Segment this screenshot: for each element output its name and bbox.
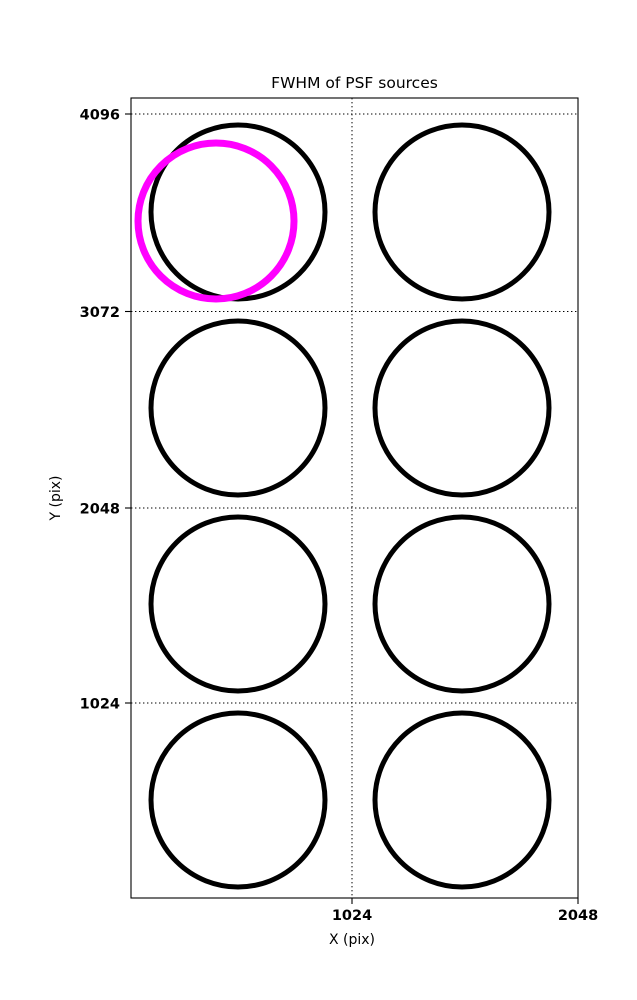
axes-frame bbox=[130, 97, 579, 899]
psf-circle-r4-c2 bbox=[372, 710, 552, 890]
ytick-label-4096: 4096 bbox=[80, 108, 120, 124]
xtick-label-1024: 1024 bbox=[332, 908, 372, 924]
reference-circle-group bbox=[134, 139, 298, 303]
psf-circle-r3-c2 bbox=[372, 514, 552, 694]
y-gridlines bbox=[131, 113, 578, 704]
psf-circle-r2-c2 bbox=[372, 318, 552, 498]
ytick-label-2048: 2048 bbox=[80, 502, 120, 518]
y-axis-label: Y (pix) bbox=[48, 476, 64, 522]
x-tickmarks bbox=[351, 898, 579, 904]
psf-circle-r3-c1 bbox=[148, 514, 328, 694]
y-tick-labels: 4096 3072 2048 1024 bbox=[80, 108, 120, 713]
reference-circle-magenta bbox=[134, 139, 298, 303]
ytick-label-3072: 3072 bbox=[80, 305, 120, 321]
x-axis-label: X (pix) bbox=[329, 932, 375, 948]
psf-circle-r1-c2 bbox=[372, 122, 552, 302]
psf-circle-r2-c1 bbox=[148, 318, 328, 498]
y-tickmarks bbox=[125, 113, 131, 704]
plot-title: FWHM of PSF sources bbox=[271, 74, 438, 92]
ytick-label-1024: 1024 bbox=[80, 697, 120, 713]
xtick-label-2048: 2048 bbox=[558, 908, 598, 924]
x-tick-labels: 1024 2048 bbox=[332, 908, 598, 924]
psf-source-circles bbox=[148, 122, 552, 890]
psf-circle-r4-c1 bbox=[148, 710, 328, 890]
